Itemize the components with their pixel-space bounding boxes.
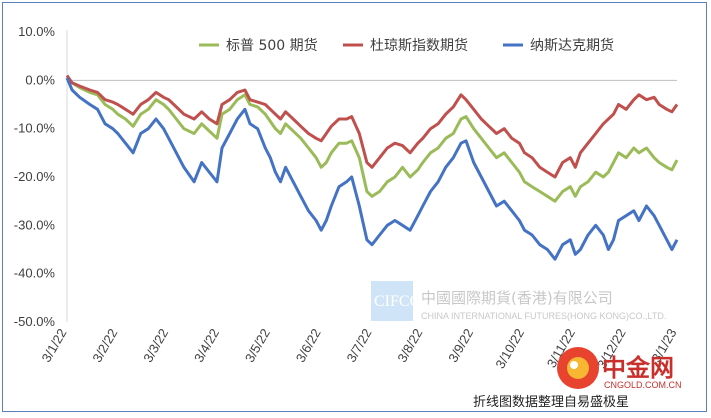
x-tick-label: 3/7/22	[344, 326, 375, 365]
x-tick-label: 3/6/22	[293, 326, 324, 365]
x-tick-label: 3/4/22	[191, 326, 222, 365]
y-tick-labels: 10.0% 0.0% -10.0% -20.0% -30.0% -40.0% -50.0%	[14, 24, 56, 329]
y-tick-label: 10.0%	[18, 24, 55, 39]
cifco-logo-text: CIFCO	[374, 293, 421, 310]
cifco-logo	[371, 281, 413, 321]
y-tick-label: -30.0%	[14, 217, 56, 232]
x-tick-label: 3/10/22	[492, 326, 527, 371]
chart-caption: 折线图数据整理自易盛极星	[473, 395, 629, 410]
cngold-logo-text: 中金网	[602, 354, 674, 382]
cngold-watermark: 中金网 CNGOLD.COM.CN	[557, 347, 682, 390]
legend-label-1: 杜琼斯指数期货	[370, 37, 468, 54]
y-tick-label: -20.0%	[14, 169, 56, 184]
cngold-url: CNGOLD.COM.CN	[604, 380, 682, 390]
legend-label-0: 标普 500 期货	[226, 37, 318, 54]
chart-frame	[2, 2, 707, 412]
x-tick-label: 3/5/22	[242, 326, 273, 365]
watermark-company-cn: 中國國際期貨(香港)有限公司	[421, 289, 613, 307]
x-tick-label: 3/1/22	[39, 326, 70, 365]
series-line-1	[65, 74, 679, 179]
series-line-0	[65, 76, 679, 203]
series-line-2	[65, 77, 679, 261]
y-tick-label: -50.0%	[14, 314, 56, 329]
watermark: CIFCO 中國國際期貨(香港)有限公司 CHINA INTERNATIONAL…	[371, 281, 666, 321]
x-tick-label: 3/9/22	[445, 326, 476, 365]
legend: 标普 500 期货 杜琼斯指数期货 纳斯达克期货	[199, 37, 614, 54]
x-tick-label: 3/3/22	[140, 326, 171, 365]
axes	[66, 30, 677, 322]
y-tick-label: 0.0%	[25, 72, 55, 87]
y-tick-label: -10.0%	[14, 121, 56, 136]
legend-label-2: 纳斯达克期货	[530, 37, 614, 54]
y-tick-label: -40.0%	[14, 266, 56, 281]
cngold-logo-inner	[567, 357, 589, 379]
cngold-logo-dot	[570, 361, 578, 369]
series-lines	[65, 74, 679, 261]
x-tick-label: 3/2/22	[89, 326, 120, 365]
watermark-company-en: CHINA INTERNATIONAL FUTURES(HONG KONG)CO…	[421, 311, 666, 321]
x-tick-label: 3/8/22	[394, 326, 425, 365]
